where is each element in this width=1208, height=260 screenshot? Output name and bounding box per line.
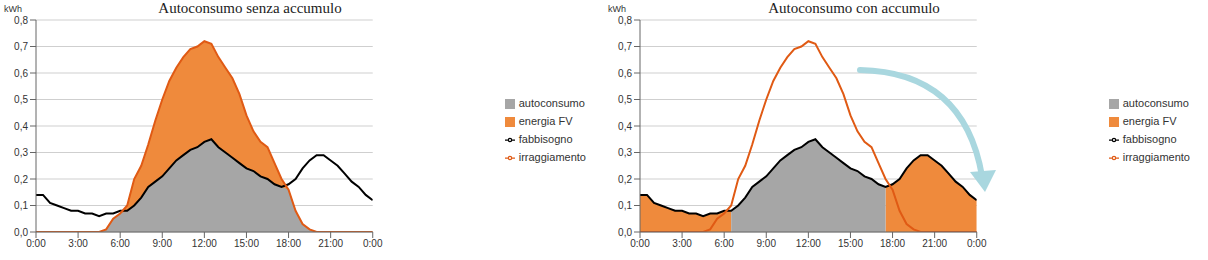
svg-text:12:00: 12:00	[796, 238, 821, 249]
svg-text:9:00: 9:00	[153, 238, 173, 249]
svg-text:0,8: 0,8	[14, 15, 28, 26]
html-text:fabbisogno: fabbisogno	[518, 133, 573, 145]
svg-text:6:00: 6:00	[714, 238, 734, 249]
svg-text:0,3: 0,3	[14, 147, 28, 158]
svg-text:21:00: 21:00	[922, 238, 947, 249]
html-text:Autoconsumo con accumulo: Autoconsumo con accumulo	[768, 0, 940, 16]
svg-text:0,4: 0,4	[14, 121, 28, 132]
html-text:autoconsumo: autoconsumo	[1122, 97, 1189, 109]
svg-text:0,0: 0,0	[14, 227, 28, 238]
svg-text:0,0: 0,0	[618, 227, 632, 238]
svg-text:18:00: 18:00	[276, 238, 301, 249]
html-text:kWh: kWh	[608, 4, 626, 14]
svg-text:15:00: 15:00	[234, 238, 259, 249]
svg-text:12:00: 12:00	[192, 238, 217, 249]
html-text:irraggiamento: irraggiamento	[518, 151, 586, 163]
svg-text:3:00: 3:00	[68, 238, 88, 249]
svg-text:0,3: 0,3	[618, 147, 632, 158]
html-text:kWh: kWh	[4, 4, 22, 14]
svg-text:18:00: 18:00	[880, 238, 905, 249]
svg-text:0,7: 0,7	[14, 41, 28, 52]
html-text:energia FV: energia FV	[1122, 115, 1177, 127]
svg-text:21:00: 21:00	[318, 238, 343, 249]
svg-text:0,7: 0,7	[618, 41, 632, 52]
html-text:Autoconsumo senza accumulo: Autoconsumo senza accumulo	[158, 0, 342, 16]
svg-text:0,1: 0,1	[618, 200, 632, 211]
svg-text:0:00: 0:00	[26, 238, 46, 249]
svg-text:15:00: 15:00	[838, 238, 863, 249]
svg-text:0:00: 0:00	[363, 238, 383, 249]
svg-text:0:00: 0:00	[967, 238, 987, 249]
svg-text:9:00: 9:00	[757, 238, 777, 249]
html-text:fabbisogno: fabbisogno	[1122, 133, 1177, 145]
svg-text:0,5: 0,5	[14, 94, 28, 105]
html-text:autoconsumo: autoconsumo	[518, 97, 585, 109]
svg-text:6:00: 6:00	[110, 238, 130, 249]
svg-text:0,6: 0,6	[618, 68, 632, 79]
svg-text:0,4: 0,4	[618, 121, 632, 132]
html-text:energia FV: energia FV	[518, 115, 573, 127]
svg-text:0:00: 0:00	[630, 238, 650, 249]
svg-text:0,2: 0,2	[14, 174, 28, 185]
svg-text:0,5: 0,5	[618, 94, 632, 105]
svg-text:0,8: 0,8	[618, 15, 632, 26]
svg-text:0,1: 0,1	[14, 200, 28, 211]
html-text:irraggiamento: irraggiamento	[1122, 151, 1190, 163]
svg-text:0,2: 0,2	[618, 174, 632, 185]
svg-text:3:00: 3:00	[672, 238, 692, 249]
svg-text:0,6: 0,6	[14, 68, 28, 79]
